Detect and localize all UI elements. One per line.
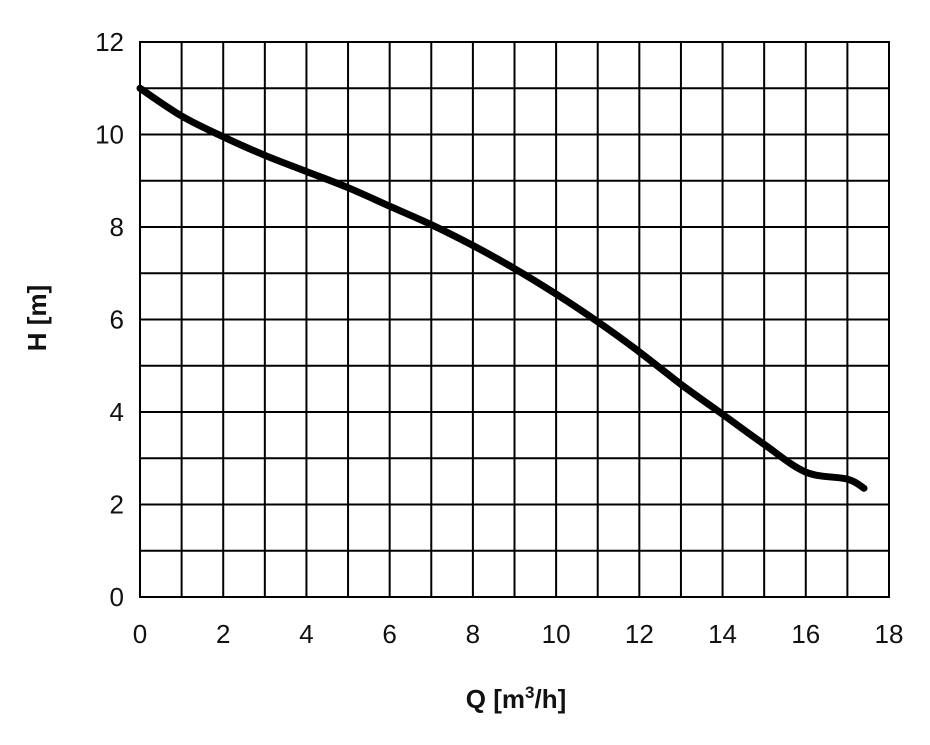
x-tick-label: 2: [216, 619, 230, 649]
x-tick-label: 10: [542, 619, 571, 649]
x-tick-label: 12: [625, 619, 654, 649]
x-tick-label: 0: [133, 619, 147, 649]
x-axis-title: Q [m3/h]: [466, 683, 566, 714]
plot-frame: [139, 41, 890, 598]
x-tick-label: 8: [466, 619, 480, 649]
x-tick-labels: 0 2 4 6 8 10 12 14 16 18: [133, 619, 904, 649]
y-tick-label: 4: [110, 397, 124, 427]
x-tick-label: 16: [791, 619, 820, 649]
y-tick-labels: 0 2 4 6 8 10 12: [95, 27, 124, 612]
x-tick-label: 4: [299, 619, 313, 649]
series-line: [136, 84, 868, 492]
grid: [139, 41, 890, 598]
y-tick-label: 2: [110, 490, 124, 520]
x-tick-label: 18: [875, 619, 904, 649]
y-tick-label: 12: [95, 27, 124, 57]
y-tick-label: 8: [110, 212, 124, 242]
y-tick-label: 0: [110, 582, 124, 612]
y-tick-label: 10: [95, 120, 124, 150]
x-tick-label: 6: [382, 619, 396, 649]
y-tick-label: 6: [110, 305, 124, 335]
y-axis-title: H [m]: [22, 285, 52, 351]
x-tick-label: 14: [708, 619, 737, 649]
